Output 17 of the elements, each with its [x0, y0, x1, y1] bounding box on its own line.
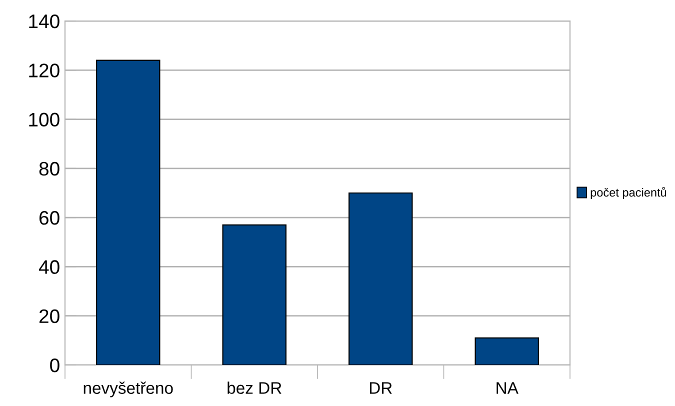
y-tick-label: 100: [29, 112, 60, 127]
y-tick-label: 40: [38, 260, 60, 274]
y-tick-label: 60: [40, 211, 60, 225]
bar: [348, 192, 413, 365]
y-tick-label: 140: [29, 14, 60, 28]
x-tick-label: bez DR: [228, 382, 282, 394]
y-tick-label: 80: [39, 162, 60, 176]
x-tick-label: DR: [370, 382, 392, 394]
y-tick-label: 0: [50, 358, 60, 372]
x-tick-label: nevyšetřeno: [84, 382, 173, 398]
bar: [222, 224, 286, 365]
y-tick-label: 120: [29, 64, 60, 78]
bar: [96, 60, 160, 365]
x-tick-label: NA: [496, 382, 518, 394]
legend-label: počet pacientů: [590, 187, 666, 199]
bar: [474, 337, 539, 365]
y-tick-label: 20: [39, 309, 60, 324]
